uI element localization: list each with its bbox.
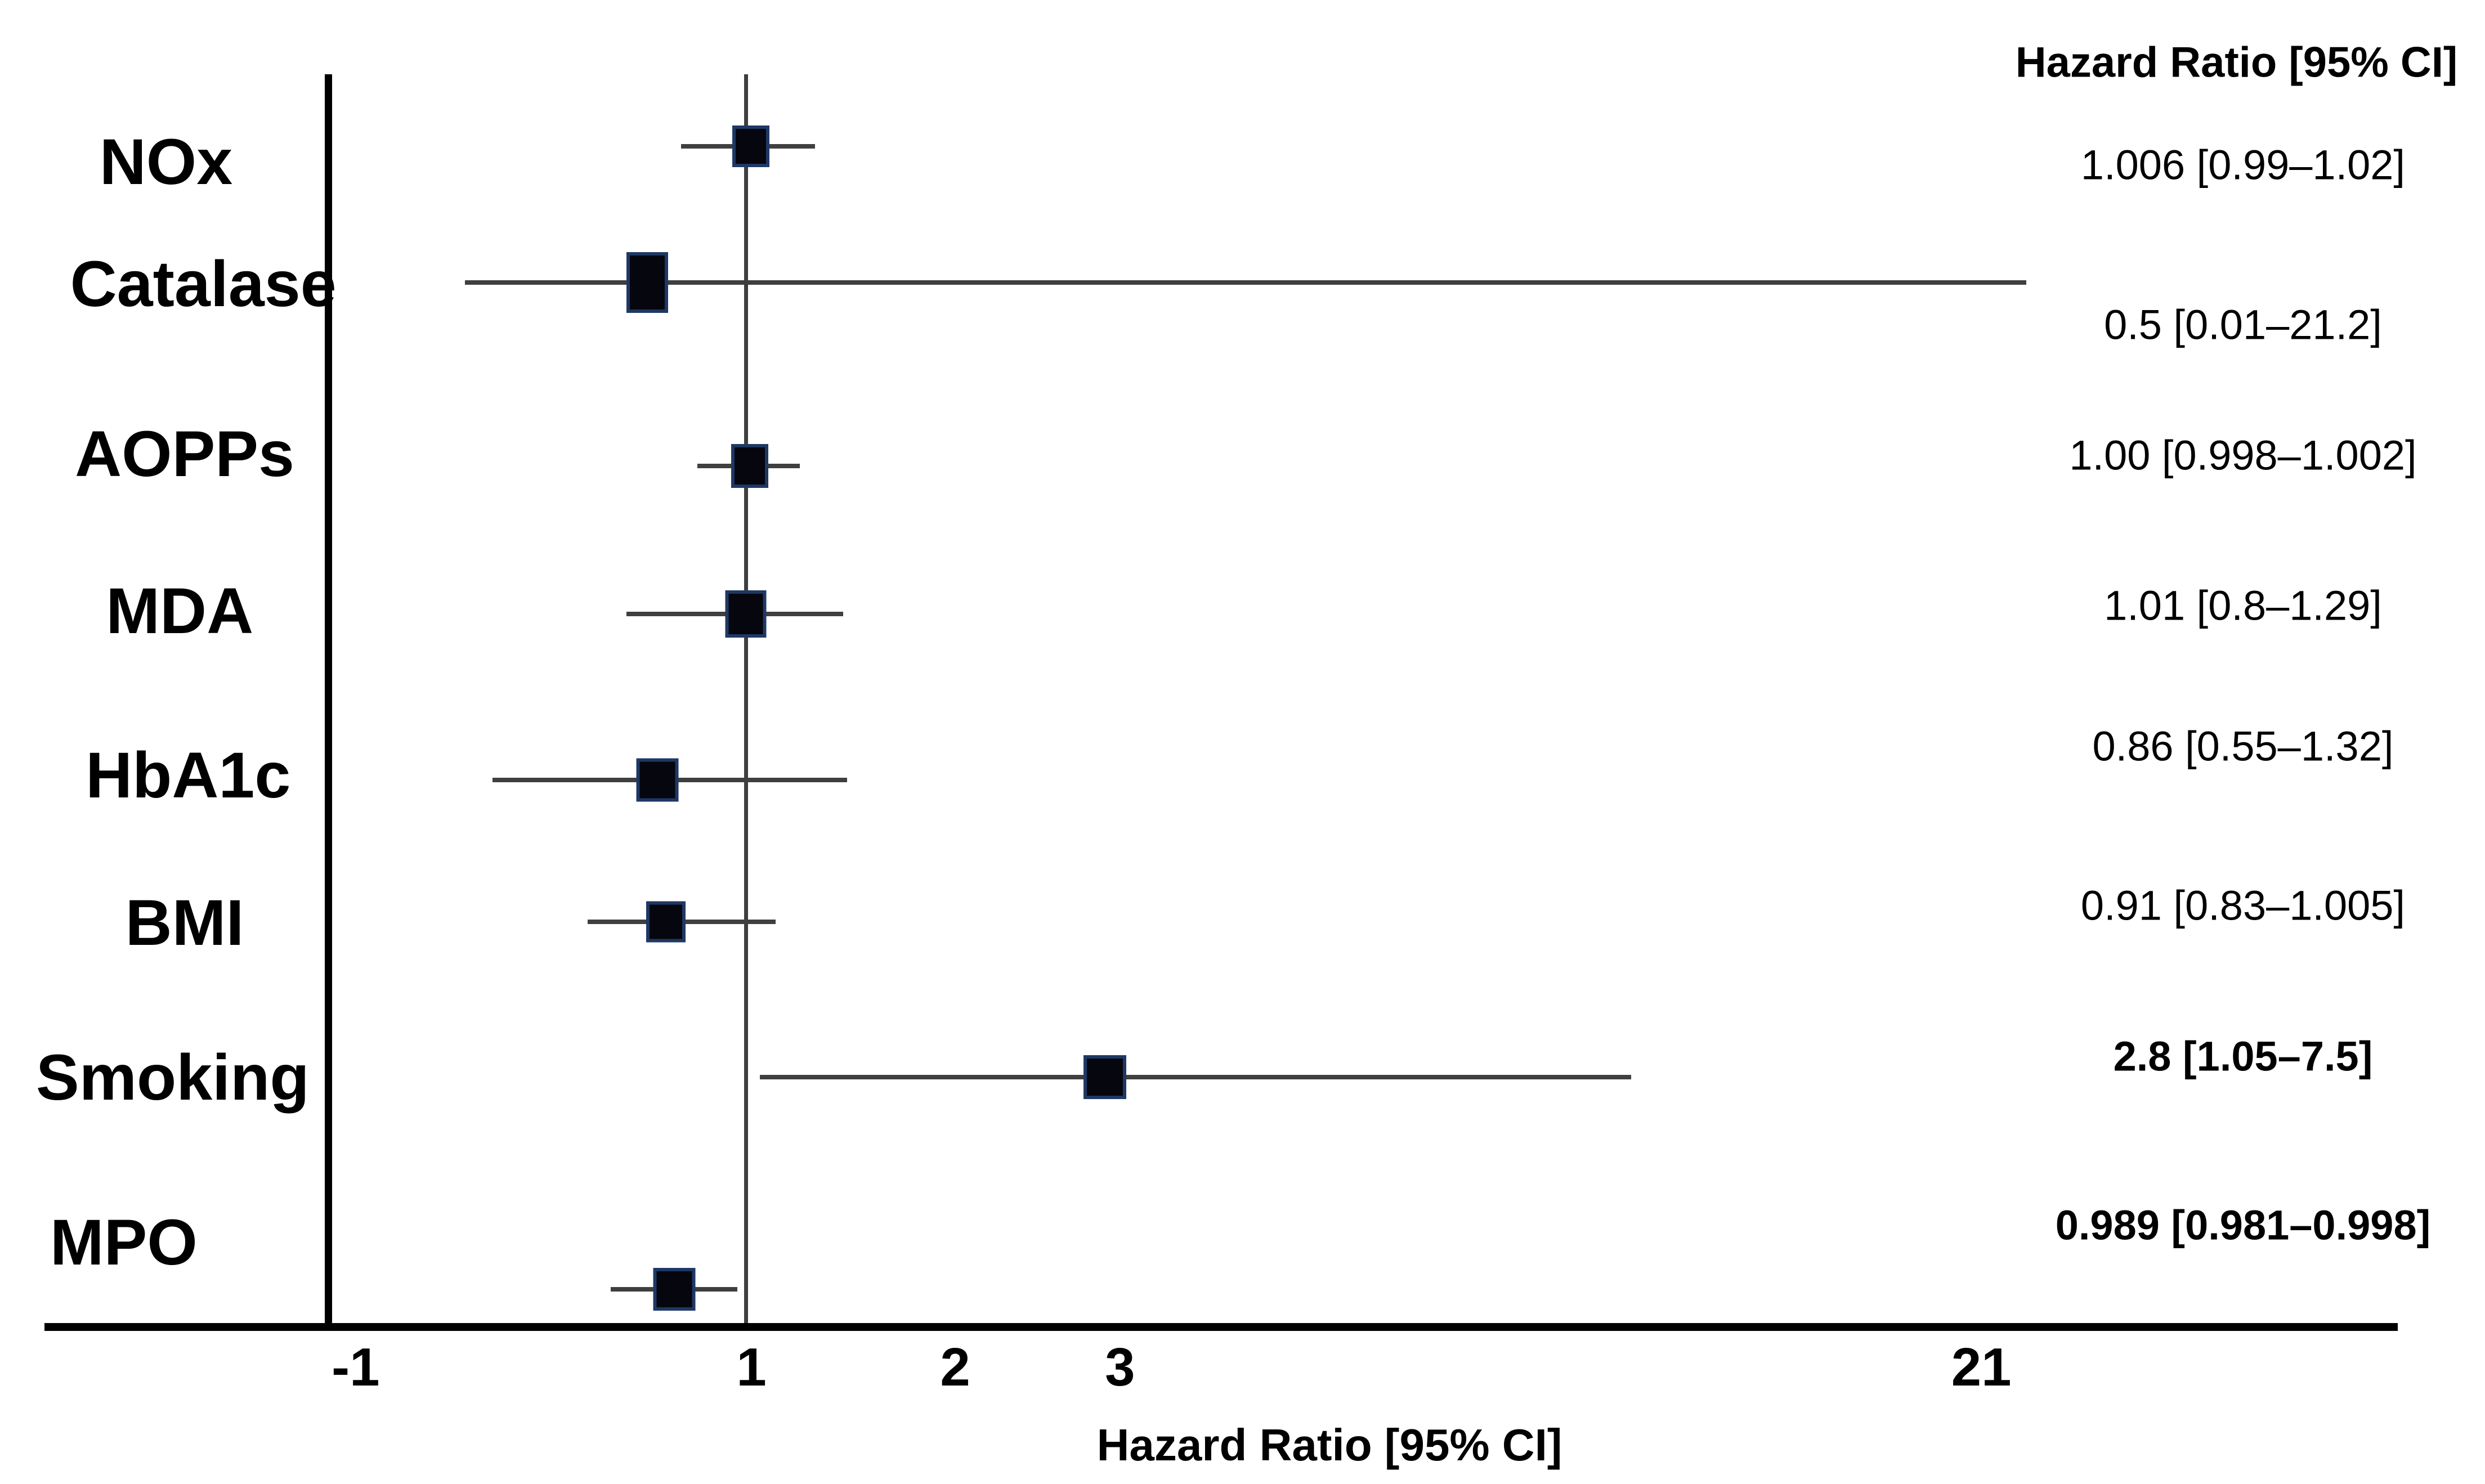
x-tick-label: 1 [736,1337,767,1397]
hr-marker [731,444,768,488]
hr-value-label: 2.8 [1.05–7.5] [2113,1033,2373,1080]
ci-whisker [760,1074,1631,1079]
row-label: HbA1c [86,739,291,812]
y-axis-line [325,74,333,1324]
hr-value-label: 1.006 [0.99–1.02] [2080,141,2406,189]
ci-whisker [465,280,2026,285]
row-label: Catalase [70,248,337,320]
hr-marker [626,252,669,313]
hr-marker [636,758,679,802]
row-label: MPO [50,1206,198,1279]
hr-marker [732,125,769,167]
hr-value-label: 0.86 [0.55–1.32] [2092,723,2394,770]
row-label: BMI [125,886,244,959]
hr-value-label: 0.91 [0.83–1.005] [2080,882,2406,929]
x-tick-label: 21 [1951,1337,2012,1397]
hr-marker [1083,1055,1126,1099]
hr-value-label: 1.00 [0.998–1.002] [2069,432,2417,479]
x-tick-label: 2 [940,1337,970,1397]
row-label: MDA [106,575,254,647]
hr-marker [653,1268,696,1311]
ci-column-header: Hazard Ratio [95% CI] [2015,38,2458,87]
hr-marker [646,901,686,943]
hr-value-label: 0.989 [0.981–0.998] [2055,1201,2431,1249]
x-axis-line [44,1322,2398,1331]
reference-line-hr1 [744,74,748,1324]
row-label: AOPPs [75,418,294,490]
hr-value-label: 1.01 [0.8–1.29] [2104,582,2382,629]
x-tick-label: -1 [332,1337,380,1397]
x-axis-title: Hazard Ratio [95% CI] [1096,1420,1562,1470]
row-label: Smoking [36,1041,310,1114]
x-tick-label: 3 [1105,1337,1135,1397]
hr-marker [725,590,767,638]
row-label: NOx [99,125,233,198]
hr-value-label: 0.5 [0.01–21.2] [2104,301,2382,348]
